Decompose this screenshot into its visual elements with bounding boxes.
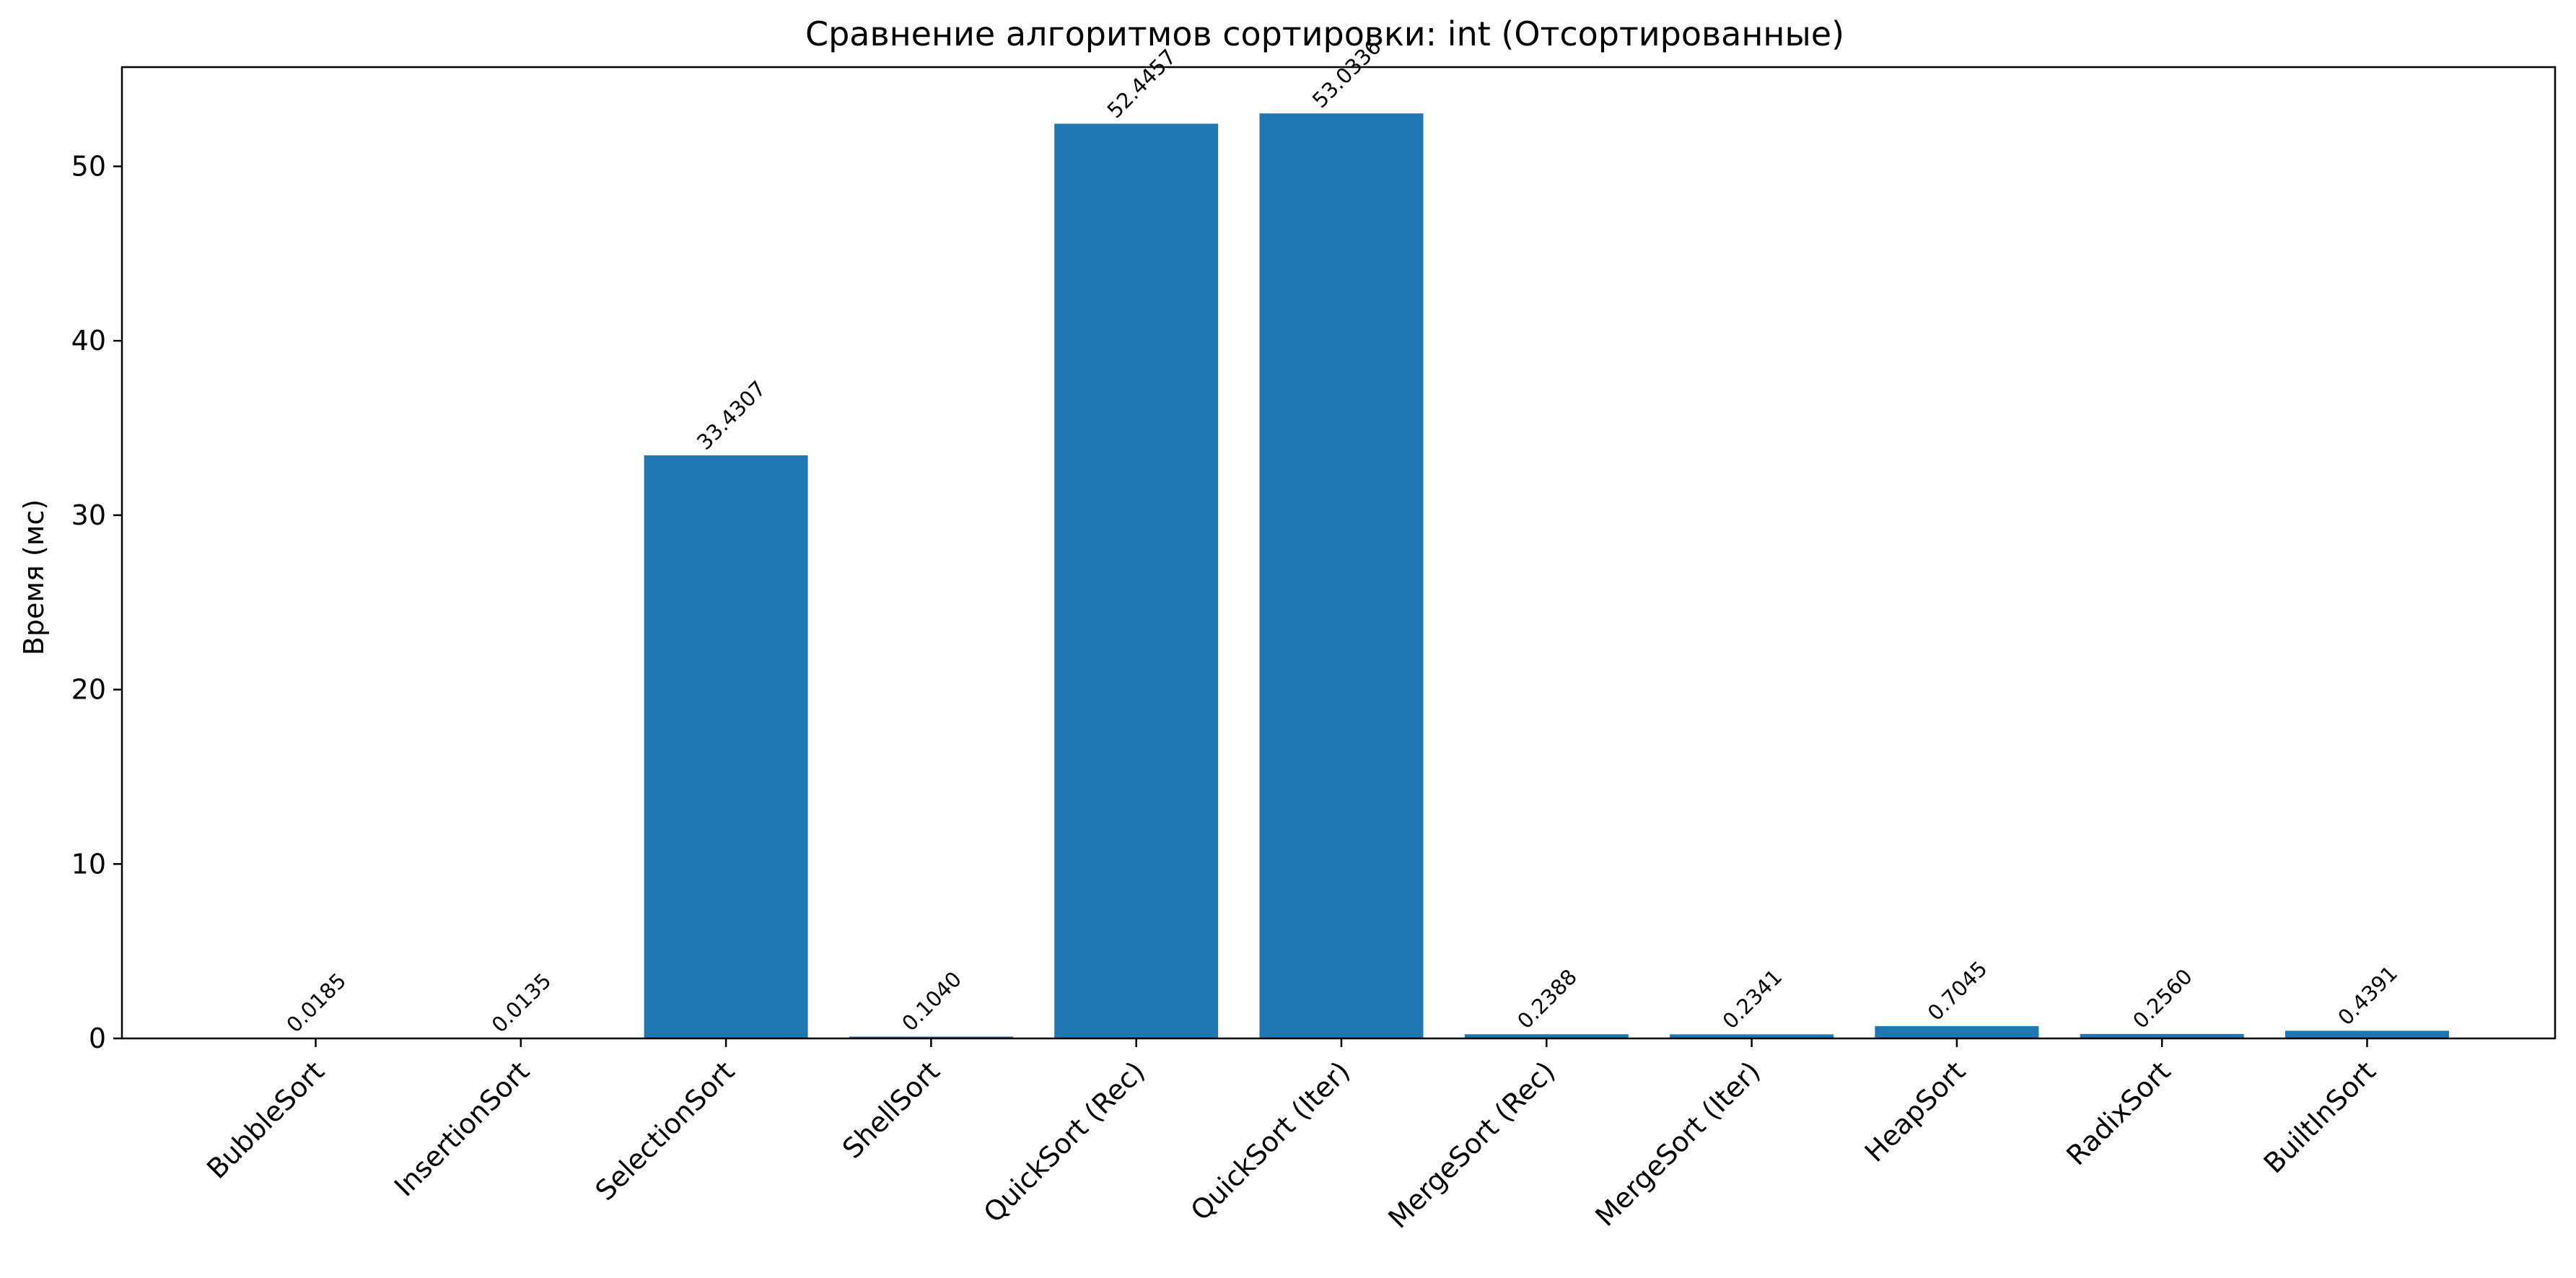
bars-group	[234, 113, 2449, 1039]
bar	[1464, 1034, 1629, 1038]
x-tick-label: MergeSort (Rec)	[1382, 1055, 1561, 1234]
bar	[2285, 1030, 2449, 1038]
x-tick-label: BubbleSort	[201, 1055, 330, 1185]
bar-value-label: 33.4307	[692, 376, 771, 455]
bar	[1875, 1025, 2039, 1038]
bar-value-label: 0.0135	[487, 968, 556, 1038]
chart-title: Сравнение алгоритмов сортировки: int (От…	[805, 14, 1844, 53]
y-tick-label: 0	[89, 1023, 106, 1054]
bar-value-label: 0.1040	[897, 967, 966, 1036]
x-tick-label: InsertionSort	[388, 1055, 535, 1202]
bar	[1670, 1034, 1834, 1038]
bar-value-label: 0.7045	[1923, 956, 1992, 1025]
bar-value-label: 0.4391	[2333, 961, 2402, 1030]
y-axis: 0 10 20 30 40 50	[71, 151, 122, 1054]
bar	[1259, 113, 1424, 1039]
bar	[1054, 123, 1219, 1039]
bar-value-label: 52.4457	[1103, 45, 1181, 123]
x-tick-label: MergeSort (Iter)	[1589, 1055, 1766, 1233]
x-tick-label: QuickSort (Rec)	[978, 1055, 1151, 1228]
x-tick-label: HeapSort	[1859, 1055, 1971, 1168]
bar-value-label: 0.2341	[1718, 964, 1787, 1033]
x-tick-label: BuiltInSort	[2258, 1055, 2382, 1179]
bar	[849, 1036, 1013, 1038]
x-tick-label: RadixSort	[2060, 1055, 2176, 1171]
x-axis: BubbleSort InsertionSort SelectionSort Shel…	[201, 1038, 2382, 1235]
x-tick-label: QuickSort (Iter)	[1185, 1055, 1357, 1227]
y-axis-label: Время (мс)	[18, 499, 50, 655]
bar-value-label: 0.2388	[1512, 964, 1582, 1033]
y-tick-label: 10	[71, 848, 106, 880]
y-tick-label: 20	[71, 674, 106, 706]
plot-frame	[121, 66, 2557, 1040]
y-tick-label: 50	[71, 151, 106, 183]
bar	[644, 455, 808, 1038]
y-tick-label: 40	[71, 325, 106, 356]
y-tick-label: 30	[71, 499, 106, 531]
x-tick-label: ShellSort	[836, 1055, 946, 1165]
bar-value-label: 0.0185	[281, 968, 351, 1038]
bar	[2080, 1033, 2244, 1038]
x-tick-label: SelectionSort	[589, 1055, 740, 1207]
bar-value-label: 0.2560	[2128, 964, 2197, 1033]
